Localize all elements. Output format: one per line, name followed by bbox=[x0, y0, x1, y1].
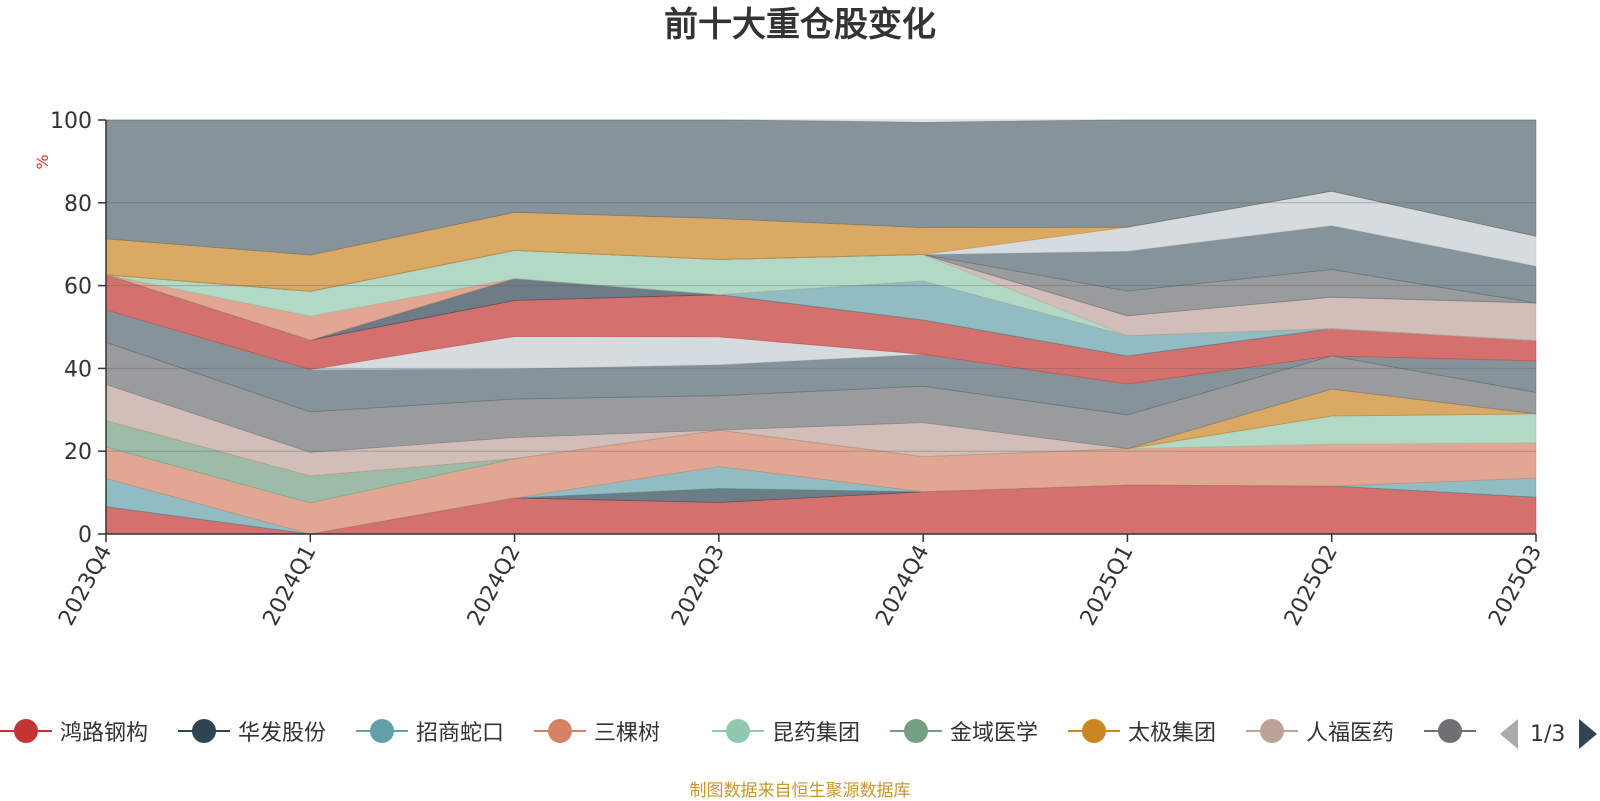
legend-label: 太极集团 bbox=[1128, 721, 1217, 746]
y-tick-label-20: 20 bbox=[64, 440, 92, 465]
legend-label: 金域医学 bbox=[950, 721, 1039, 746]
legend-item[interactable]: 招商蛇口 bbox=[356, 711, 504, 751]
y-axis-unit-label: % bbox=[33, 154, 52, 169]
legend-marker-icon bbox=[178, 716, 230, 746]
legend-item[interactable]: 昆药集团 bbox=[712, 711, 860, 751]
y-tick-label-40: 40 bbox=[64, 357, 92, 382]
legend-label: 人福医药 bbox=[1306, 721, 1395, 746]
chart-area: 0 20 40 60 80 100 2023Q4 2024Q1 2024Q2 2024Q3 2024… bbox=[33, 109, 1547, 630]
legend-page-indicator: 1/3 bbox=[1530, 721, 1566, 747]
legend-marker-icon bbox=[356, 716, 408, 746]
x-tick-label-2024Q4: 2024Q4 bbox=[871, 541, 934, 630]
legend-marker-icon bbox=[1068, 716, 1120, 746]
legend: 鸿路钢构 华发股份 招商蛇口 三棵树 昆药集团 金域医学 太极集团 人福医药 美锦能源 1/3 bbox=[0, 711, 1600, 751]
legend-label: 鸿路钢构 bbox=[60, 721, 149, 746]
legend-item[interactable]: 金域医学 bbox=[890, 711, 1038, 751]
legend-label: 三棵树 bbox=[594, 721, 661, 746]
grid-lines bbox=[106, 119, 1536, 452]
x-tick-label-2023Q4: 2023Q4 bbox=[54, 541, 117, 630]
x-tick-label-2025Q1: 2025Q1 bbox=[1076, 541, 1139, 630]
x-tick-label-2024Q2: 2024Q2 bbox=[463, 541, 526, 630]
y-tick-label-80: 80 bbox=[64, 192, 92, 217]
legend-marker-icon bbox=[534, 716, 586, 746]
legend-marker-icon bbox=[0, 716, 52, 746]
legend-marker-icon bbox=[1424, 716, 1476, 746]
legend-item[interactable]: 人福医药 bbox=[1246, 711, 1394, 751]
y-tick-label-0: 0 bbox=[78, 523, 92, 548]
x-tick-label-2025Q3: 2025Q3 bbox=[1484, 541, 1547, 630]
legend-pager: 1/3 bbox=[1500, 719, 1598, 749]
legend-label: 招商蛇口 bbox=[416, 721, 505, 746]
x-tick-label-2024Q1: 2024Q1 bbox=[259, 541, 322, 630]
legend-item[interactable]: 美锦能源 bbox=[1424, 711, 1478, 751]
legend-label: 昆药集团 bbox=[772, 721, 861, 746]
legend-marker-icon bbox=[890, 716, 942, 746]
stacked-areas bbox=[105, 119, 1537, 535]
y-tick-label-60: 60 bbox=[64, 275, 92, 300]
legend-item[interactable]: 鸿路钢构 bbox=[0, 711, 148, 751]
legend-prev-page-button[interactable] bbox=[1500, 719, 1518, 749]
x-tick-label-2024Q3: 2024Q3 bbox=[667, 541, 730, 630]
legend-marker-icon bbox=[712, 716, 764, 746]
legend-label: 华发股份 bbox=[238, 721, 327, 746]
legend-marker-icon bbox=[1246, 716, 1298, 746]
legend-items: 鸿路钢构 华发股份 招商蛇口 三棵树 昆药集团 金域医学 太极集团 人福医药 美锦能源 bbox=[0, 711, 1478, 751]
area-series-23 bbox=[105, 119, 1537, 256]
x-tick-label-2025Q2: 2025Q2 bbox=[1280, 541, 1343, 630]
source-note: 制图数据来自恒生聚源数据库 bbox=[689, 781, 911, 801]
legend-next-page-button[interactable] bbox=[1579, 719, 1598, 749]
legend-item[interactable]: 三棵树 bbox=[534, 711, 660, 751]
chart-title: 前十大重仓股变化 bbox=[664, 5, 936, 45]
legend-item[interactable]: 华发股份 bbox=[178, 711, 326, 751]
y-tick-label-100: 100 bbox=[50, 109, 92, 134]
legend-item[interactable]: 太极集团 bbox=[1068, 711, 1216, 751]
